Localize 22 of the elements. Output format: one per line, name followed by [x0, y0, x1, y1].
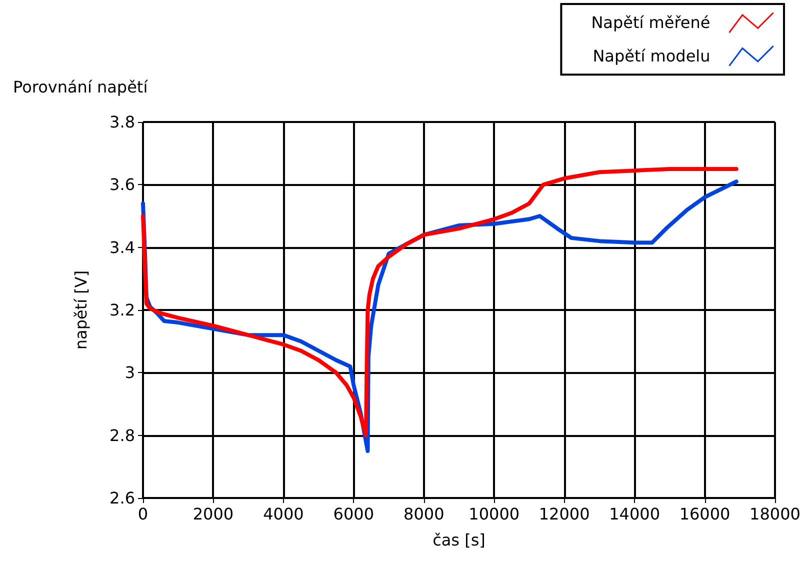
legend-label: Napětí modelu	[592, 46, 710, 66]
y-tick-label: 2.8	[110, 426, 135, 445]
legend-label: Napětí měřené	[591, 13, 710, 32]
x-tick-label: 18000	[750, 504, 800, 524]
y-tick-label: 2.6	[110, 488, 135, 508]
y-tick-label: 3.6	[110, 175, 135, 194]
x-tick-label: 4000	[263, 504, 304, 524]
y-axis-title: napětí [V]	[72, 270, 90, 350]
y-tick-label: 3.2	[110, 300, 135, 320]
x-axis-title: čas [s]	[432, 530, 486, 550]
y-tick-label: 3.8	[110, 112, 135, 132]
chart-title: Porovnání napětí	[13, 78, 148, 96]
y-tick-label: 3.4	[110, 238, 135, 257]
x-tick-label: 12000	[538, 504, 590, 524]
y-tick-label: 3	[124, 363, 135, 382]
x-tick-label: 6000	[333, 504, 374, 524]
x-tick-label: 14000	[609, 504, 660, 524]
x-tick-label: 8000	[404, 504, 444, 524]
x-tick-label: 0	[138, 504, 148, 524]
x-tick-label: 16000	[679, 504, 730, 524]
x-tick-label: 10000	[468, 504, 520, 524]
x-tick-label: 2000	[192, 504, 234, 524]
